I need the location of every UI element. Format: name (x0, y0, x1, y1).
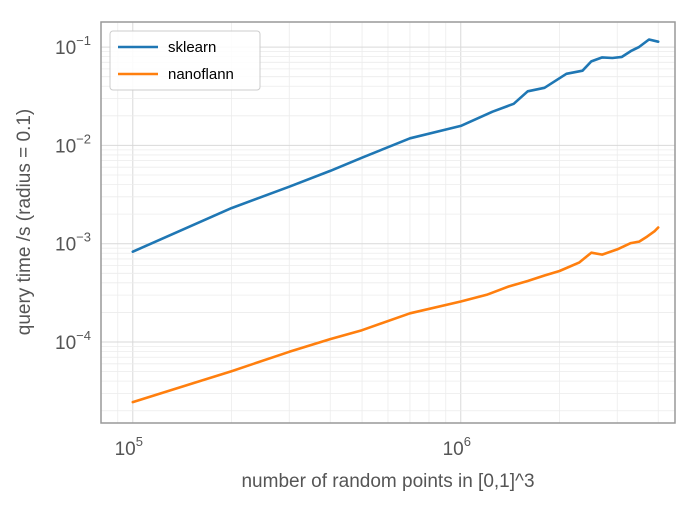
legend: sklearn nanoflann (109, 30, 261, 91)
legend-label-nanoflann: nanoflann (168, 66, 234, 83)
x-tick-label: 105 (115, 434, 143, 460)
y-tick-label: 10−1 (55, 33, 91, 59)
series-line-nanoflann (131, 226, 660, 404)
tick-labels: 105 106 10−4 10−3 10−2 10−1 (55, 33, 471, 460)
y-tick-label: 10−2 (55, 131, 91, 157)
plot-lines (131, 38, 660, 404)
y-tick-label: 10−4 (55, 328, 91, 354)
plot-frame (100, 21, 676, 424)
y-axis-label: query time /s (radius = 0.1) (14, 109, 35, 336)
series-line-sklearn (131, 38, 660, 253)
x-axis-label: number of random points in [0,1]^3 (241, 471, 534, 492)
y-tick-label: 10−3 (55, 230, 91, 256)
grid (100, 22, 675, 423)
x-tick-label: 106 (443, 434, 471, 460)
legend-label-sklearn: sklearn (168, 39, 216, 56)
